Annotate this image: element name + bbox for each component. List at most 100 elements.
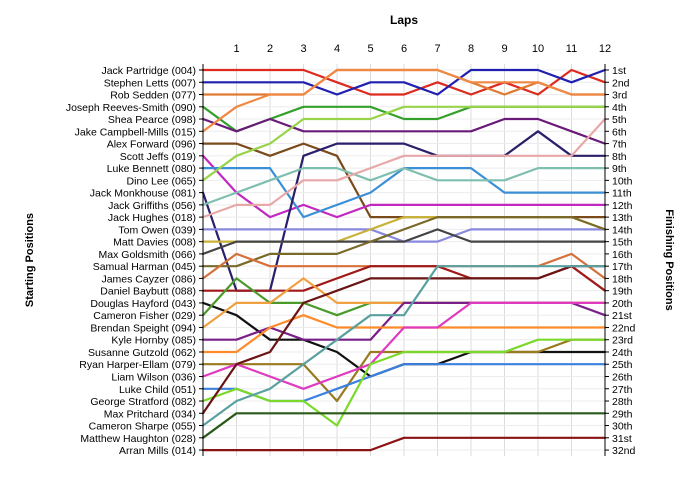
finish-label: 3rd xyxy=(612,90,627,102)
driver-label: Jake Campbell-Mills (015) xyxy=(75,126,196,138)
driver-label: Samual Harman (045) xyxy=(93,261,196,273)
finish-label: 8th xyxy=(612,151,627,163)
finish-label: 12th xyxy=(612,200,633,212)
x-tick-labels: 1 2 3 4 5 6 7 8 9 10 11 12 xyxy=(233,43,611,55)
finish-label: 10th xyxy=(612,175,633,187)
finish-label: 2nd xyxy=(612,77,630,89)
driver-label: Max Goldsmith (066) xyxy=(99,249,196,261)
series-line xyxy=(201,68,607,96)
series-line xyxy=(201,265,607,427)
series-line xyxy=(201,412,607,439)
finish-label: 1st xyxy=(612,65,626,77)
grid xyxy=(203,64,606,457)
driver-label: Daniel Baybutt (088) xyxy=(100,286,196,298)
driver-label: Dino Lee (065) xyxy=(127,175,196,187)
finish-label: 30th xyxy=(612,421,633,433)
driver-label: Jack Griffiths (056) xyxy=(108,200,196,212)
series-line xyxy=(201,338,607,427)
driver-label: George Stratford (082) xyxy=(90,396,196,408)
driver-label: Liam Wilson (036) xyxy=(111,372,196,384)
series-line xyxy=(201,301,607,390)
driver-label: Cameron Sharpe (055) xyxy=(89,421,196,433)
finish-label: 26th xyxy=(612,372,633,384)
x-tick-label: 6 xyxy=(401,43,407,55)
driver-label: Jack Hughes (018) xyxy=(108,212,196,224)
series-line xyxy=(201,105,607,182)
finish-label: 32nd xyxy=(612,445,636,457)
finish-label: 13th xyxy=(612,212,633,224)
driver-label: Luke Bennett (080) xyxy=(107,163,196,175)
driver-label: Joseph Reeves-Smith (090) xyxy=(66,102,196,114)
driver-label: Kyle Hornby (085) xyxy=(111,335,196,347)
series-lines xyxy=(201,68,607,452)
driver-label: Douglas Hayford (043) xyxy=(90,298,196,310)
x-tick-label: 9 xyxy=(501,43,507,55)
driver-label: Tom Owen (039) xyxy=(118,224,196,236)
series-line xyxy=(201,117,607,219)
series-line xyxy=(201,436,607,452)
finish-label: 15th xyxy=(612,237,633,249)
driver-label: James Cayzer (086) xyxy=(101,273,196,285)
x-tick-label: 10 xyxy=(532,43,544,55)
x-tick-label: 11 xyxy=(566,43,577,55)
x-tick-label: 12 xyxy=(599,43,611,55)
driver-label: Matthew Haughton (028) xyxy=(80,433,196,445)
finish-label: 31st xyxy=(612,433,632,445)
finish-label: 14th xyxy=(612,224,633,236)
finish-label: 23rd xyxy=(612,335,633,347)
finish-label: 4th xyxy=(612,102,627,114)
finish-label: 29th xyxy=(612,408,633,420)
x-tick-label: 2 xyxy=(267,43,273,55)
x-tick-label: 4 xyxy=(334,43,340,55)
finishing-positions-label: Finishing Positions xyxy=(663,209,675,310)
starting-positions-label: Starting Positions xyxy=(24,213,36,307)
driver-labels: Jack Partridge (004)Stephen Letts (007)R… xyxy=(66,65,196,457)
driver-label: Cameron Fisher (029) xyxy=(93,310,196,322)
finish-label: 11th xyxy=(612,188,632,200)
driver-label: Max Pritchard (034) xyxy=(104,408,196,420)
finish-label: 17th xyxy=(612,261,633,273)
driver-label: Shea Pearce (098) xyxy=(108,114,196,126)
x-tick-label: 7 xyxy=(434,43,440,55)
driver-label: Luke Child (051) xyxy=(119,384,196,396)
x-tick-label: 5 xyxy=(367,43,373,55)
series-line xyxy=(201,154,607,219)
finish-labels: 1st2nd3rd4th5th6th7th8th9th10th11th12th1… xyxy=(612,65,636,457)
finish-label: 18th xyxy=(612,273,633,285)
driver-label: Arran Mills (014) xyxy=(119,445,196,457)
finish-label: 22nd xyxy=(612,322,636,334)
series-line xyxy=(201,68,607,96)
finish-label: 21st xyxy=(612,310,632,322)
series-line xyxy=(201,167,607,206)
driver-label: Brendan Speight (094) xyxy=(90,322,196,334)
finish-label: 16th xyxy=(612,249,633,261)
finish-label: 5th xyxy=(612,114,627,126)
driver-label: Jack Partridge (004) xyxy=(101,65,196,77)
driver-label: Susanne Gutzold (062) xyxy=(88,347,196,359)
chart-title: Laps xyxy=(390,13,418,27)
driver-label: Jack Monkhouse (081) xyxy=(90,188,196,200)
x-tick-label: 1 xyxy=(233,43,239,55)
finish-label: 6th xyxy=(612,126,627,138)
axes xyxy=(199,64,609,457)
finish-label: 9th xyxy=(612,163,627,175)
driver-label: Alex Forward (096) xyxy=(107,139,196,151)
finish-label: 19th xyxy=(612,286,633,298)
driver-label: Matt Davies (008) xyxy=(113,237,196,249)
finish-label: 25th xyxy=(612,359,633,371)
driver-label: Ryan Harper-Ellam (079) xyxy=(79,359,196,371)
finish-label: 27th xyxy=(612,384,633,396)
finish-label: 24th xyxy=(612,347,633,359)
series-line xyxy=(201,265,607,415)
series-line xyxy=(201,228,607,255)
finish-label: 20th xyxy=(612,298,633,310)
driver-label: Stephen Letts (007) xyxy=(104,77,196,89)
series-line xyxy=(201,216,607,268)
x-tick-label: 8 xyxy=(468,43,474,55)
finish-label: 28th xyxy=(612,396,633,408)
finish-label: 7th xyxy=(612,139,627,151)
driver-label: Rob Sedden (077) xyxy=(110,90,196,102)
driver-label: Scott Jeffs (019) xyxy=(120,151,196,163)
series-line xyxy=(201,68,607,133)
